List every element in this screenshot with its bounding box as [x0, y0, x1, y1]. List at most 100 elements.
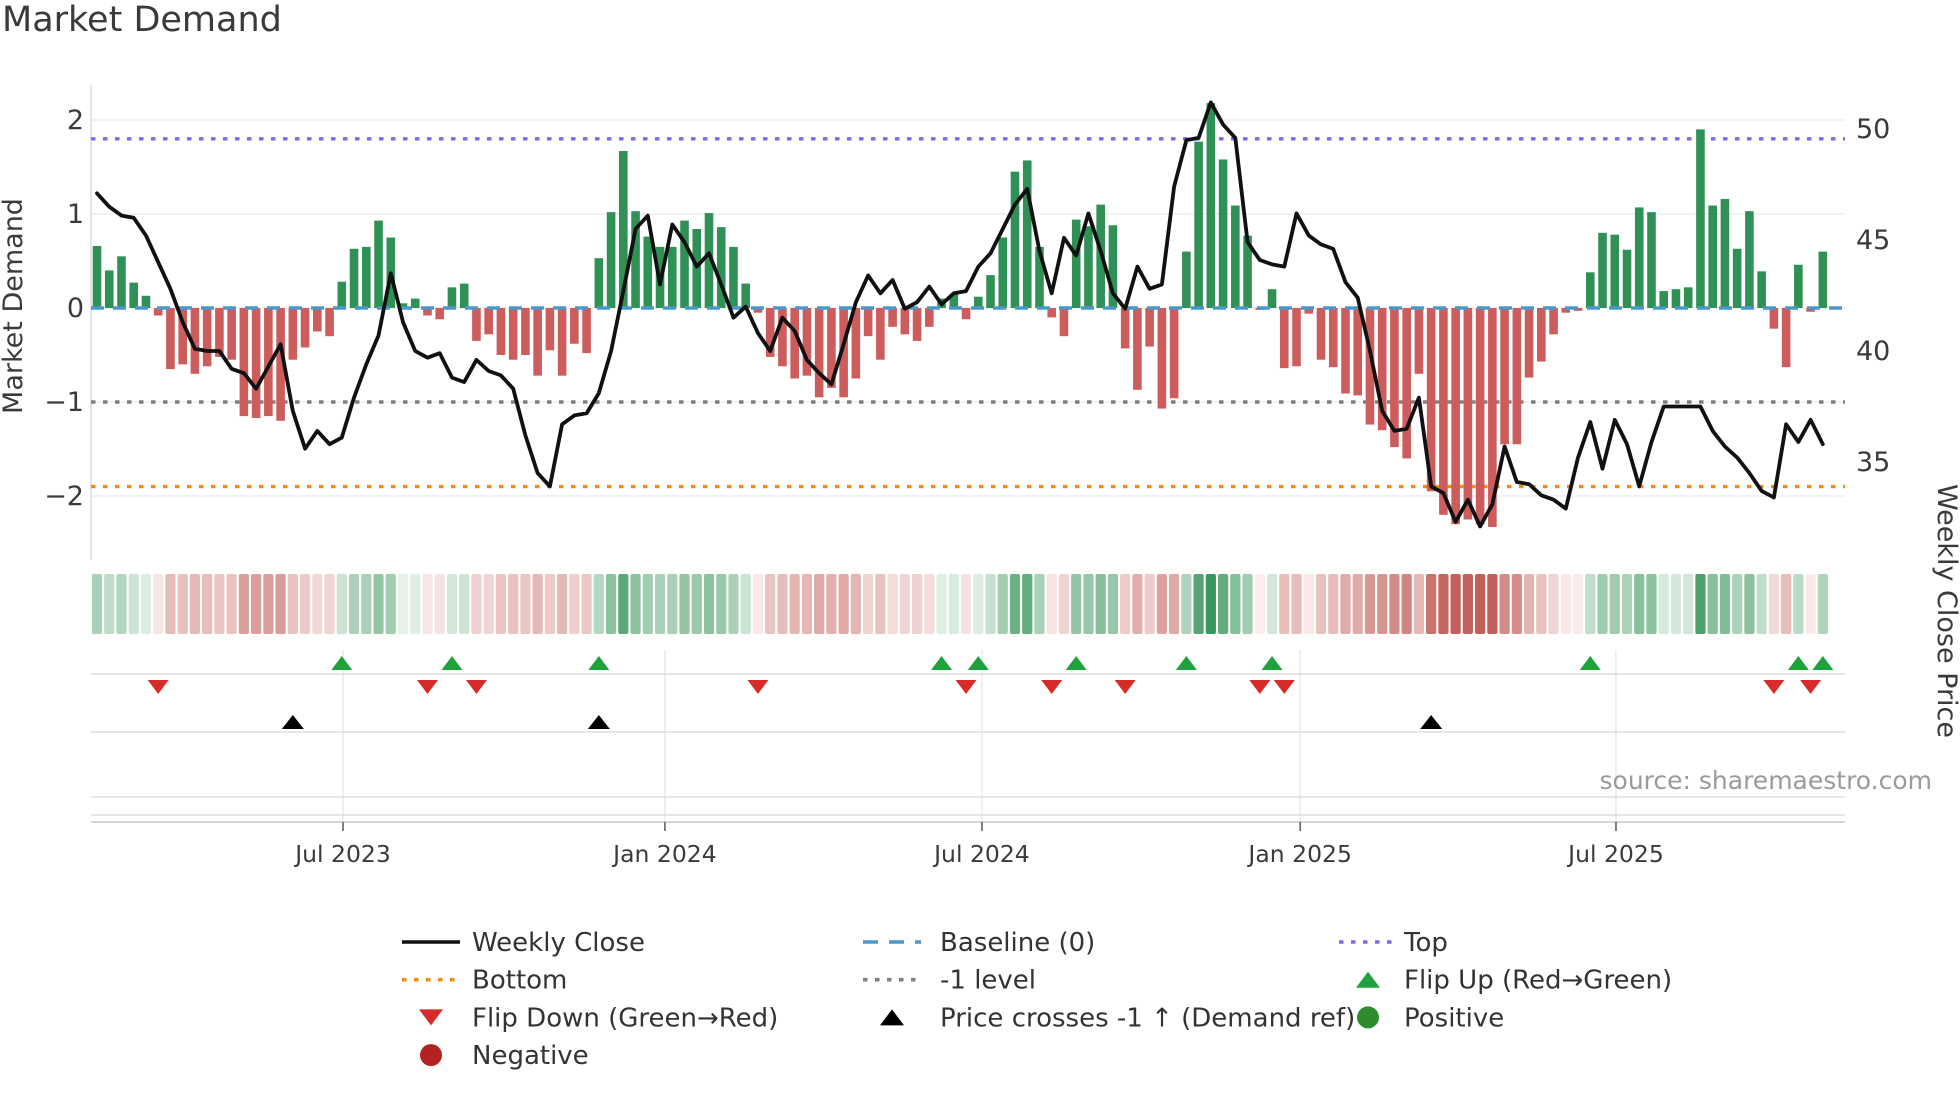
demand-bar — [1426, 308, 1436, 492]
heatmap-cell — [642, 574, 653, 634]
demand-bar — [680, 220, 689, 308]
heatmap-cell — [654, 574, 666, 634]
heatmap-cell — [850, 574, 861, 634]
heatmap-cell — [1377, 574, 1388, 634]
heatmap-cell — [1438, 574, 1449, 634]
demand-bar — [827, 308, 836, 388]
demand-bar — [643, 236, 653, 308]
heatmap-cell — [875, 574, 886, 634]
demand-bar — [1549, 308, 1558, 335]
heatmap-cell — [1315, 574, 1327, 634]
demand-bar — [1439, 308, 1448, 515]
marker-panel — [91, 650, 1845, 823]
price-cross-marker — [281, 715, 304, 729]
demand-bar — [704, 213, 714, 308]
heatmap-cell — [128, 574, 139, 634]
demand-bar — [1524, 308, 1534, 378]
left-axis: 2 1 0 −1 −2 — [44, 105, 84, 512]
heatmap-cell — [1193, 574, 1204, 634]
heatmap-cell — [1793, 574, 1804, 634]
heatmap-cell — [1683, 574, 1694, 634]
demand-bar — [753, 308, 763, 313]
demand-bar — [508, 308, 518, 360]
heatmap-cell — [508, 574, 519, 634]
demand-bar — [1353, 308, 1363, 396]
demand-bar — [374, 220, 383, 308]
heatmap-cell — [1083, 574, 1094, 634]
demand-bar — [398, 303, 408, 308]
demand-bar — [288, 308, 298, 360]
demand-bar — [1010, 171, 1020, 308]
heatmap-cell — [324, 574, 335, 634]
demand-bar — [925, 308, 934, 327]
demand-bar — [1720, 198, 1730, 308]
heatmap-cell — [948, 574, 959, 634]
legend-item: Top — [1339, 928, 1448, 958]
heatmap-cell — [1487, 574, 1498, 634]
left-tick-label: 1 — [67, 199, 84, 230]
flip-down-marker — [1763, 680, 1785, 694]
demand-bar — [117, 256, 126, 308]
heatmap-cell — [581, 574, 592, 634]
x-tick-label: Jul 2023 — [293, 840, 391, 868]
flip-up-marker — [1065, 656, 1087, 670]
flip-up-marker — [331, 656, 353, 670]
left-tick-label: −2 — [44, 481, 84, 512]
flip-up-marker — [1261, 656, 1283, 670]
demand-bar — [1035, 246, 1044, 308]
heatmap-cell — [569, 574, 580, 634]
legend-item: Positive — [1357, 1003, 1504, 1033]
heatmap-cell — [826, 574, 837, 634]
x-tick-label: Jul 2024 — [932, 840, 1030, 868]
left-tick-label: 0 — [67, 293, 84, 324]
heatmap-cell — [1695, 574, 1706, 634]
flip-up-marker — [441, 656, 463, 670]
heatmap-cell — [520, 574, 531, 634]
demand-bar — [1745, 211, 1754, 308]
flip-down-marker — [1273, 680, 1295, 694]
heatmap-cell — [544, 574, 555, 634]
demand-bar — [1463, 308, 1473, 520]
heatmap-cell — [495, 574, 507, 634]
heatmap-cell — [1303, 574, 1314, 634]
heatmap-cell — [1768, 574, 1779, 634]
right-tick-label: 40 — [1856, 336, 1890, 367]
demand-bar — [410, 298, 420, 308]
demand-bar — [1365, 308, 1375, 425]
heatmap-cell — [275, 574, 286, 634]
demand-bar — [1304, 308, 1314, 314]
demand-bar — [92, 245, 102, 308]
legend-label: Flip Down (Green→Red) — [472, 1003, 778, 1033]
demand-bar — [337, 281, 347, 308]
heatmap-cell — [1266, 574, 1278, 634]
heatmap-cell — [960, 574, 972, 634]
heatmap-cell — [1107, 574, 1119, 634]
demand-bar — [1781, 308, 1791, 368]
heatmap-cell — [312, 574, 323, 634]
heatmap-cell — [1022, 574, 1033, 634]
heatmap-cell — [557, 574, 568, 634]
demand-bar — [741, 283, 751, 308]
flip-down-marker — [955, 680, 977, 694]
demand-bar — [202, 308, 212, 367]
heatmap-cell — [336, 574, 347, 634]
flip-up-marker — [588, 656, 610, 670]
demand-bar — [1316, 308, 1326, 360]
legend-item: Baseline (0) — [863, 928, 1095, 958]
heatmap-cell — [777, 574, 788, 634]
demand-bar — [900, 308, 910, 335]
flip-down-marker — [1114, 680, 1136, 694]
heatmap-cell — [1609, 574, 1620, 634]
demand-bar — [264, 308, 273, 417]
flip-down-marker — [416, 680, 438, 694]
heatmap-cell — [716, 574, 727, 634]
demand-bar — [961, 308, 971, 320]
demand-bar — [423, 308, 432, 316]
flip-up-marker — [1812, 656, 1834, 670]
demand-bar — [1084, 226, 1093, 308]
demand-bar — [863, 308, 873, 337]
demand-bar — [1475, 308, 1485, 525]
right-tick-label: 45 — [1856, 225, 1890, 256]
heatmap-cell — [1597, 574, 1608, 634]
